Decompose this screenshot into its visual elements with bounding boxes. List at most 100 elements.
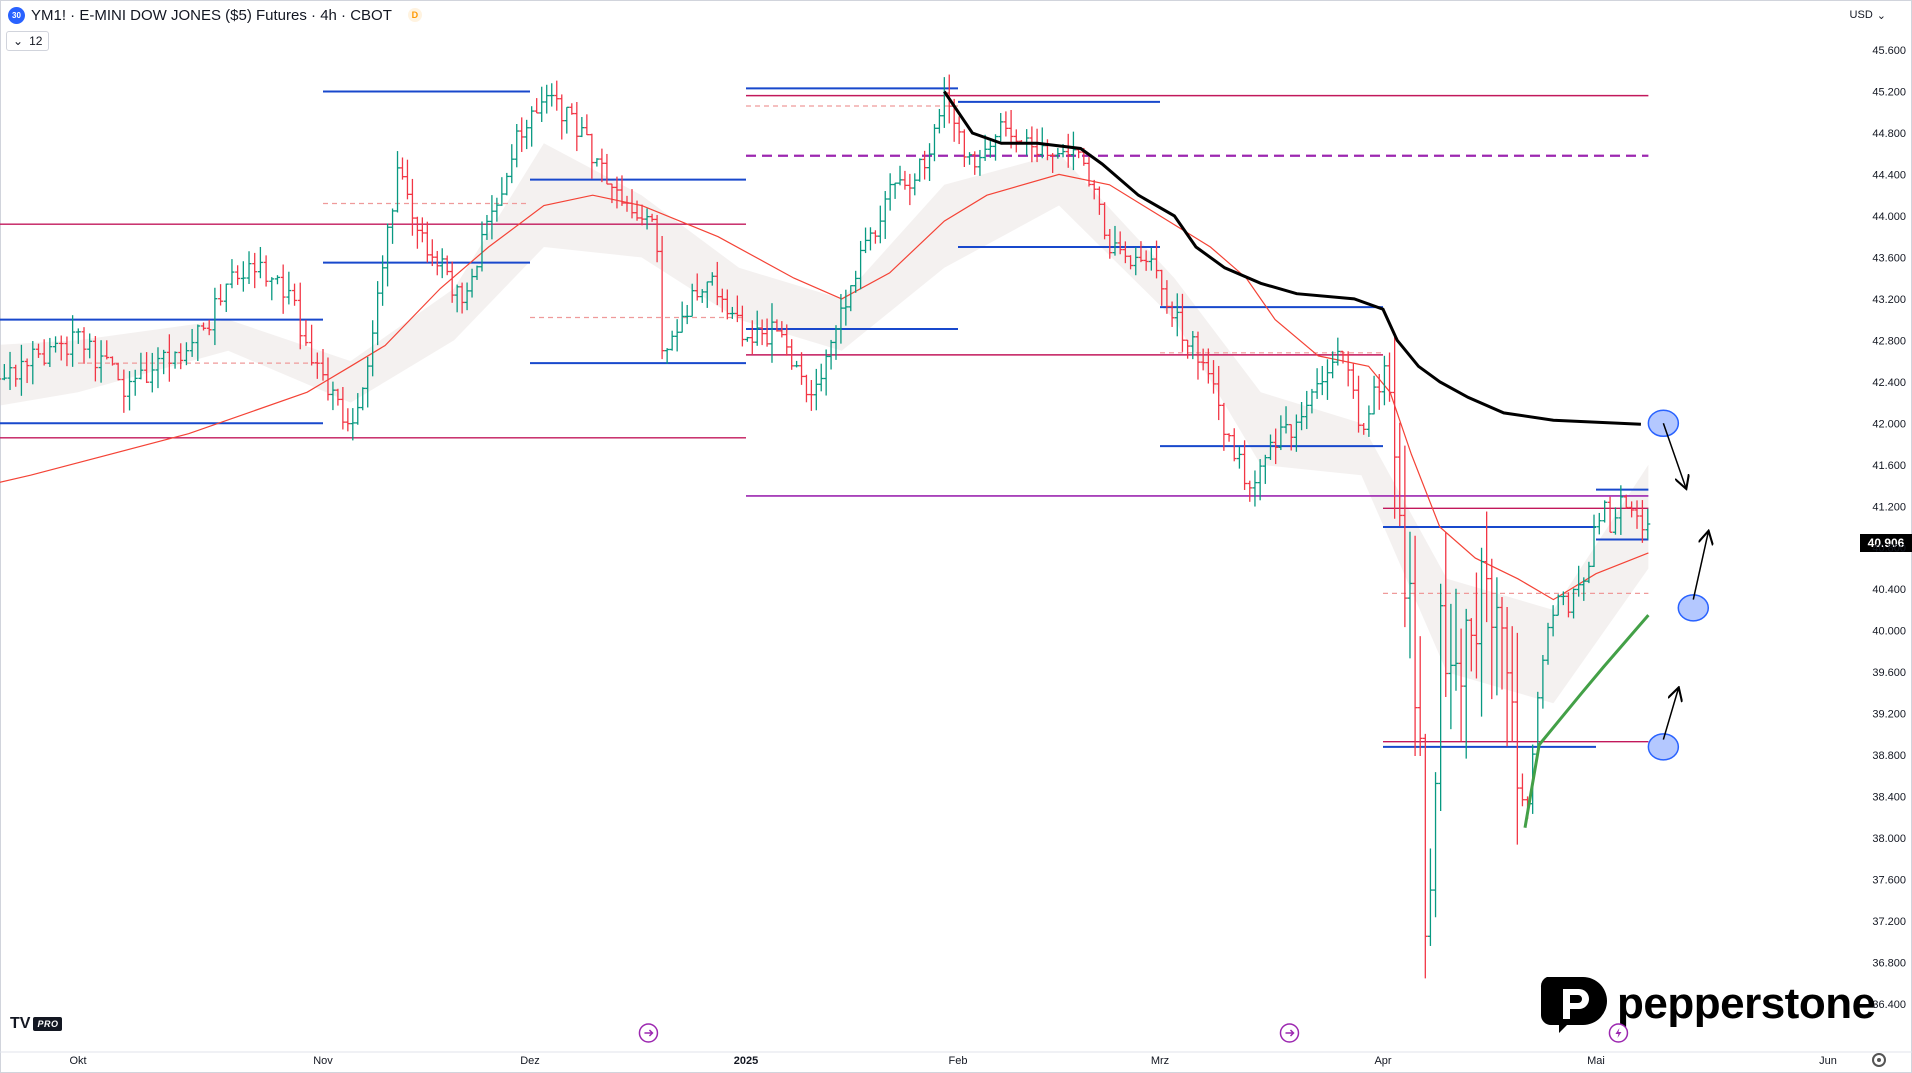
ohlc-bar: [1504, 606, 1510, 747]
ohlc-bar: [1623, 494, 1629, 509]
ohlc-bar: [409, 178, 415, 236]
ohlc-bar: [195, 324, 201, 361]
highlight-circle: [1677, 594, 1710, 622]
ohlc-bar: [539, 86, 545, 122]
ohlc-bar: [206, 319, 212, 336]
ohlc-bar: [1427, 848, 1433, 946]
currency-selector[interactable]: USD ⌄: [1846, 6, 1890, 24]
ohlc-bar: [524, 119, 530, 150]
ohlc-bar: [1, 364, 7, 381]
x-tick-label: Mrz: [1151, 1055, 1169, 1067]
ohlc-bar: [1397, 422, 1403, 527]
ohlc-bar: [1392, 335, 1398, 519]
ohlc-bar: [828, 339, 834, 370]
ohlc-bar: [414, 216, 420, 249]
ohlc-bar: [18, 344, 24, 396]
ohlc-bar: [1257, 459, 1263, 501]
ohlc-bar: [1195, 331, 1201, 380]
ohlc-bar: [1179, 293, 1185, 352]
ohlc-bar: [559, 94, 565, 140]
y-tick-label: 38.400: [1872, 792, 1906, 804]
ohlc-bar: [1576, 565, 1582, 597]
ohlc-bar: [1509, 626, 1515, 742]
ohlc-bar: [887, 173, 893, 211]
ohlc-bar: [604, 153, 610, 185]
arrow-right-circle-icon[interactable]: [638, 1023, 659, 1043]
ohlc-bar: [1514, 632, 1520, 845]
ohlc-bar: [434, 250, 440, 276]
ohlc-bar: [624, 195, 630, 212]
ohlc-bar: [1371, 375, 1377, 415]
ohlc-bar: [390, 208, 396, 244]
arrow-right-circle-icon[interactable]: [1279, 1023, 1300, 1043]
ohlc-bar: [1519, 773, 1525, 807]
ohlc-bar: [1499, 597, 1505, 690]
interval-selector[interactable]: ⌄ 12: [6, 31, 50, 51]
delayed-data-badge[interactable]: D: [407, 8, 422, 22]
ohlc-bar: [902, 170, 908, 190]
ohlc-bar: [459, 282, 465, 314]
tradingview-logo[interactable]: TV PRO: [10, 1015, 63, 1033]
ohlc-bar: [649, 213, 655, 222]
ohlc-bar: [794, 360, 800, 368]
ohlc-bar: [579, 117, 585, 138]
ohlc-bar: [799, 352, 805, 385]
ohlc-bar: [589, 133, 595, 179]
ohlc-bar: [144, 352, 150, 384]
ohlc-bar: [115, 363, 121, 381]
ohlc-bar: [1159, 269, 1165, 306]
ohlc-bar: [297, 282, 303, 350]
chart-title[interactable]: YM1! · E-MINI DOW JONES ($5) Futures · 4…: [31, 6, 392, 24]
ohlc-bar: [399, 157, 405, 180]
tradingview-mark: TV: [10, 1015, 31, 1032]
y-tick-label: 40.000: [1872, 626, 1906, 638]
gear-icon[interactable]: [1872, 1053, 1886, 1067]
ohlc-bar: [424, 221, 430, 263]
ohlc-bar: [1345, 351, 1351, 387]
ohlc-bar: [774, 319, 780, 332]
ohlc-bar: [754, 310, 760, 346]
ohlc-bar: [1453, 588, 1459, 691]
ohlc-bar: [709, 272, 715, 286]
lightning-circle-icon[interactable]: [1608, 1023, 1629, 1043]
ohlc-bar: [972, 151, 978, 175]
ohlc-bar: [769, 303, 775, 363]
pepperstone-wordmark: pepperstone: [1617, 979, 1876, 1028]
ohlc-bar: [544, 84, 550, 114]
ohlc-bar: [1366, 405, 1372, 437]
ohlc-bar: [818, 363, 824, 392]
ohlc-bar: [92, 336, 98, 382]
ohlc-bar: [464, 282, 470, 311]
ohlc-bar: [375, 281, 381, 346]
ohlc-bar: [257, 246, 263, 279]
ohlc-bar: [1402, 445, 1408, 628]
y-tick-label: 40.400: [1872, 584, 1906, 596]
y-tick-label: 42.800: [1872, 335, 1906, 347]
ohlc-bar: [1479, 547, 1485, 717]
arrow-glyph: [644, 1029, 654, 1037]
ohlc-bar: [679, 301, 685, 333]
ohlc-bar: [1314, 368, 1320, 399]
ohlc-bar: [189, 328, 195, 357]
ohlc-bar: [967, 152, 973, 165]
ohlc-bar: [1356, 375, 1362, 433]
ohlc-bar: [987, 141, 993, 158]
ohlc-bar: [35, 343, 41, 358]
ohlc-bar: [961, 129, 967, 167]
ohlc-bar: [1381, 355, 1387, 406]
ohlc-bar: [1417, 636, 1423, 756]
ohlc-bar: [172, 351, 178, 369]
ohlc-bar: [614, 176, 620, 209]
ohlc-bar: [1252, 470, 1258, 507]
ohlc-bar: [138, 352, 144, 380]
ohlc-bar: [739, 305, 745, 347]
ohlc-bar: [1591, 514, 1597, 567]
ohlc-bar: [644, 208, 650, 230]
ohlc-bar: [419, 217, 425, 243]
ohlc-bar: [24, 358, 30, 384]
ohlc-bar: [1433, 772, 1439, 918]
highlight-circle: [1647, 733, 1680, 761]
ohlc-bar: [229, 259, 235, 289]
ohlc-bar: [335, 388, 341, 406]
